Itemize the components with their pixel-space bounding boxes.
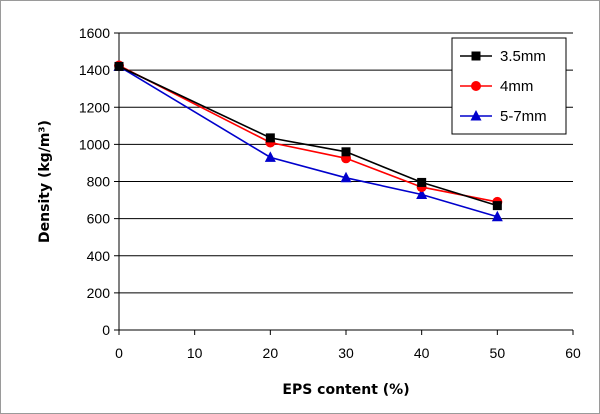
y-axis-title: Density (kg/m³) (37, 120, 53, 243)
data-point-3.5mm-20 (265, 133, 275, 143)
y-tick-label-600: 600 (87, 211, 111, 227)
data-point-5-7mm-20 (264, 151, 276, 162)
legend-label-3.5mm: 3.5mm (500, 48, 546, 65)
legend-marker-3.5mm (471, 51, 481, 61)
gridlines (119, 32, 573, 294)
series-lines (113, 60, 503, 222)
x-tick-label-0: 0 (115, 345, 123, 361)
y-tick-label-400: 400 (87, 248, 111, 264)
legend-label-5-7mm: 5-7mm (500, 108, 547, 125)
y-tick-label-1400: 1400 (79, 62, 110, 78)
data-point-3.5mm-30 (341, 147, 351, 157)
legend-label-4mm: 4mm (500, 78, 533, 95)
data-point-3.5mm-0 (114, 61, 124, 71)
y-tick-label-1600: 1600 (79, 25, 110, 41)
tick-labels: 0 200 400 600 800 1000 1200 1400 1600 0 10 20 30 40 50… (79, 25, 581, 361)
x-tick-label-10: 10 (187, 345, 203, 361)
legend-item-3.5mm: 3.5mm (460, 48, 546, 65)
data-point-5-7mm-50 (491, 210, 503, 222)
x-axis-title: EPS content (%) (282, 382, 409, 398)
series-line-5-7mm (118, 65, 498, 218)
legend-item-5-7mm: 5-7mm (460, 108, 547, 125)
y-tick-label-800: 800 (87, 174, 111, 190)
y-tick-label-200: 200 (87, 285, 111, 301)
y-tick-label-1200: 1200 (79, 99, 110, 115)
x-tick-label-20: 20 (263, 345, 279, 361)
data-point-3.5mm-50 (492, 201, 502, 211)
axes (114, 32, 574, 335)
data-point-5-7mm-30 (340, 171, 352, 183)
legend: 3.5mm 4mm 5-7mm (451, 37, 567, 135)
series-4mm (114, 60, 503, 207)
x-tick-label-30: 30 (338, 345, 354, 361)
legend-item-4mm: 4mm (460, 78, 533, 95)
y-tick-label-0: 0 (102, 322, 110, 338)
data-point-3.5mm-40 (417, 177, 427, 187)
legend-marker-5-7mm (470, 110, 482, 121)
legend-marker-4mm (471, 81, 481, 91)
series-3.5mm (114, 61, 502, 211)
y-tick-label-1000: 1000 (79, 136, 110, 152)
x-tick-label-50: 50 (490, 345, 506, 361)
data-point-5-7mm-40 (416, 188, 428, 199)
series-5-7mm (113, 60, 503, 222)
x-tick-label-60: 60 (565, 345, 581, 361)
x-tick-label-40: 40 (414, 345, 430, 361)
series-line-3.5mm (118, 65, 498, 207)
